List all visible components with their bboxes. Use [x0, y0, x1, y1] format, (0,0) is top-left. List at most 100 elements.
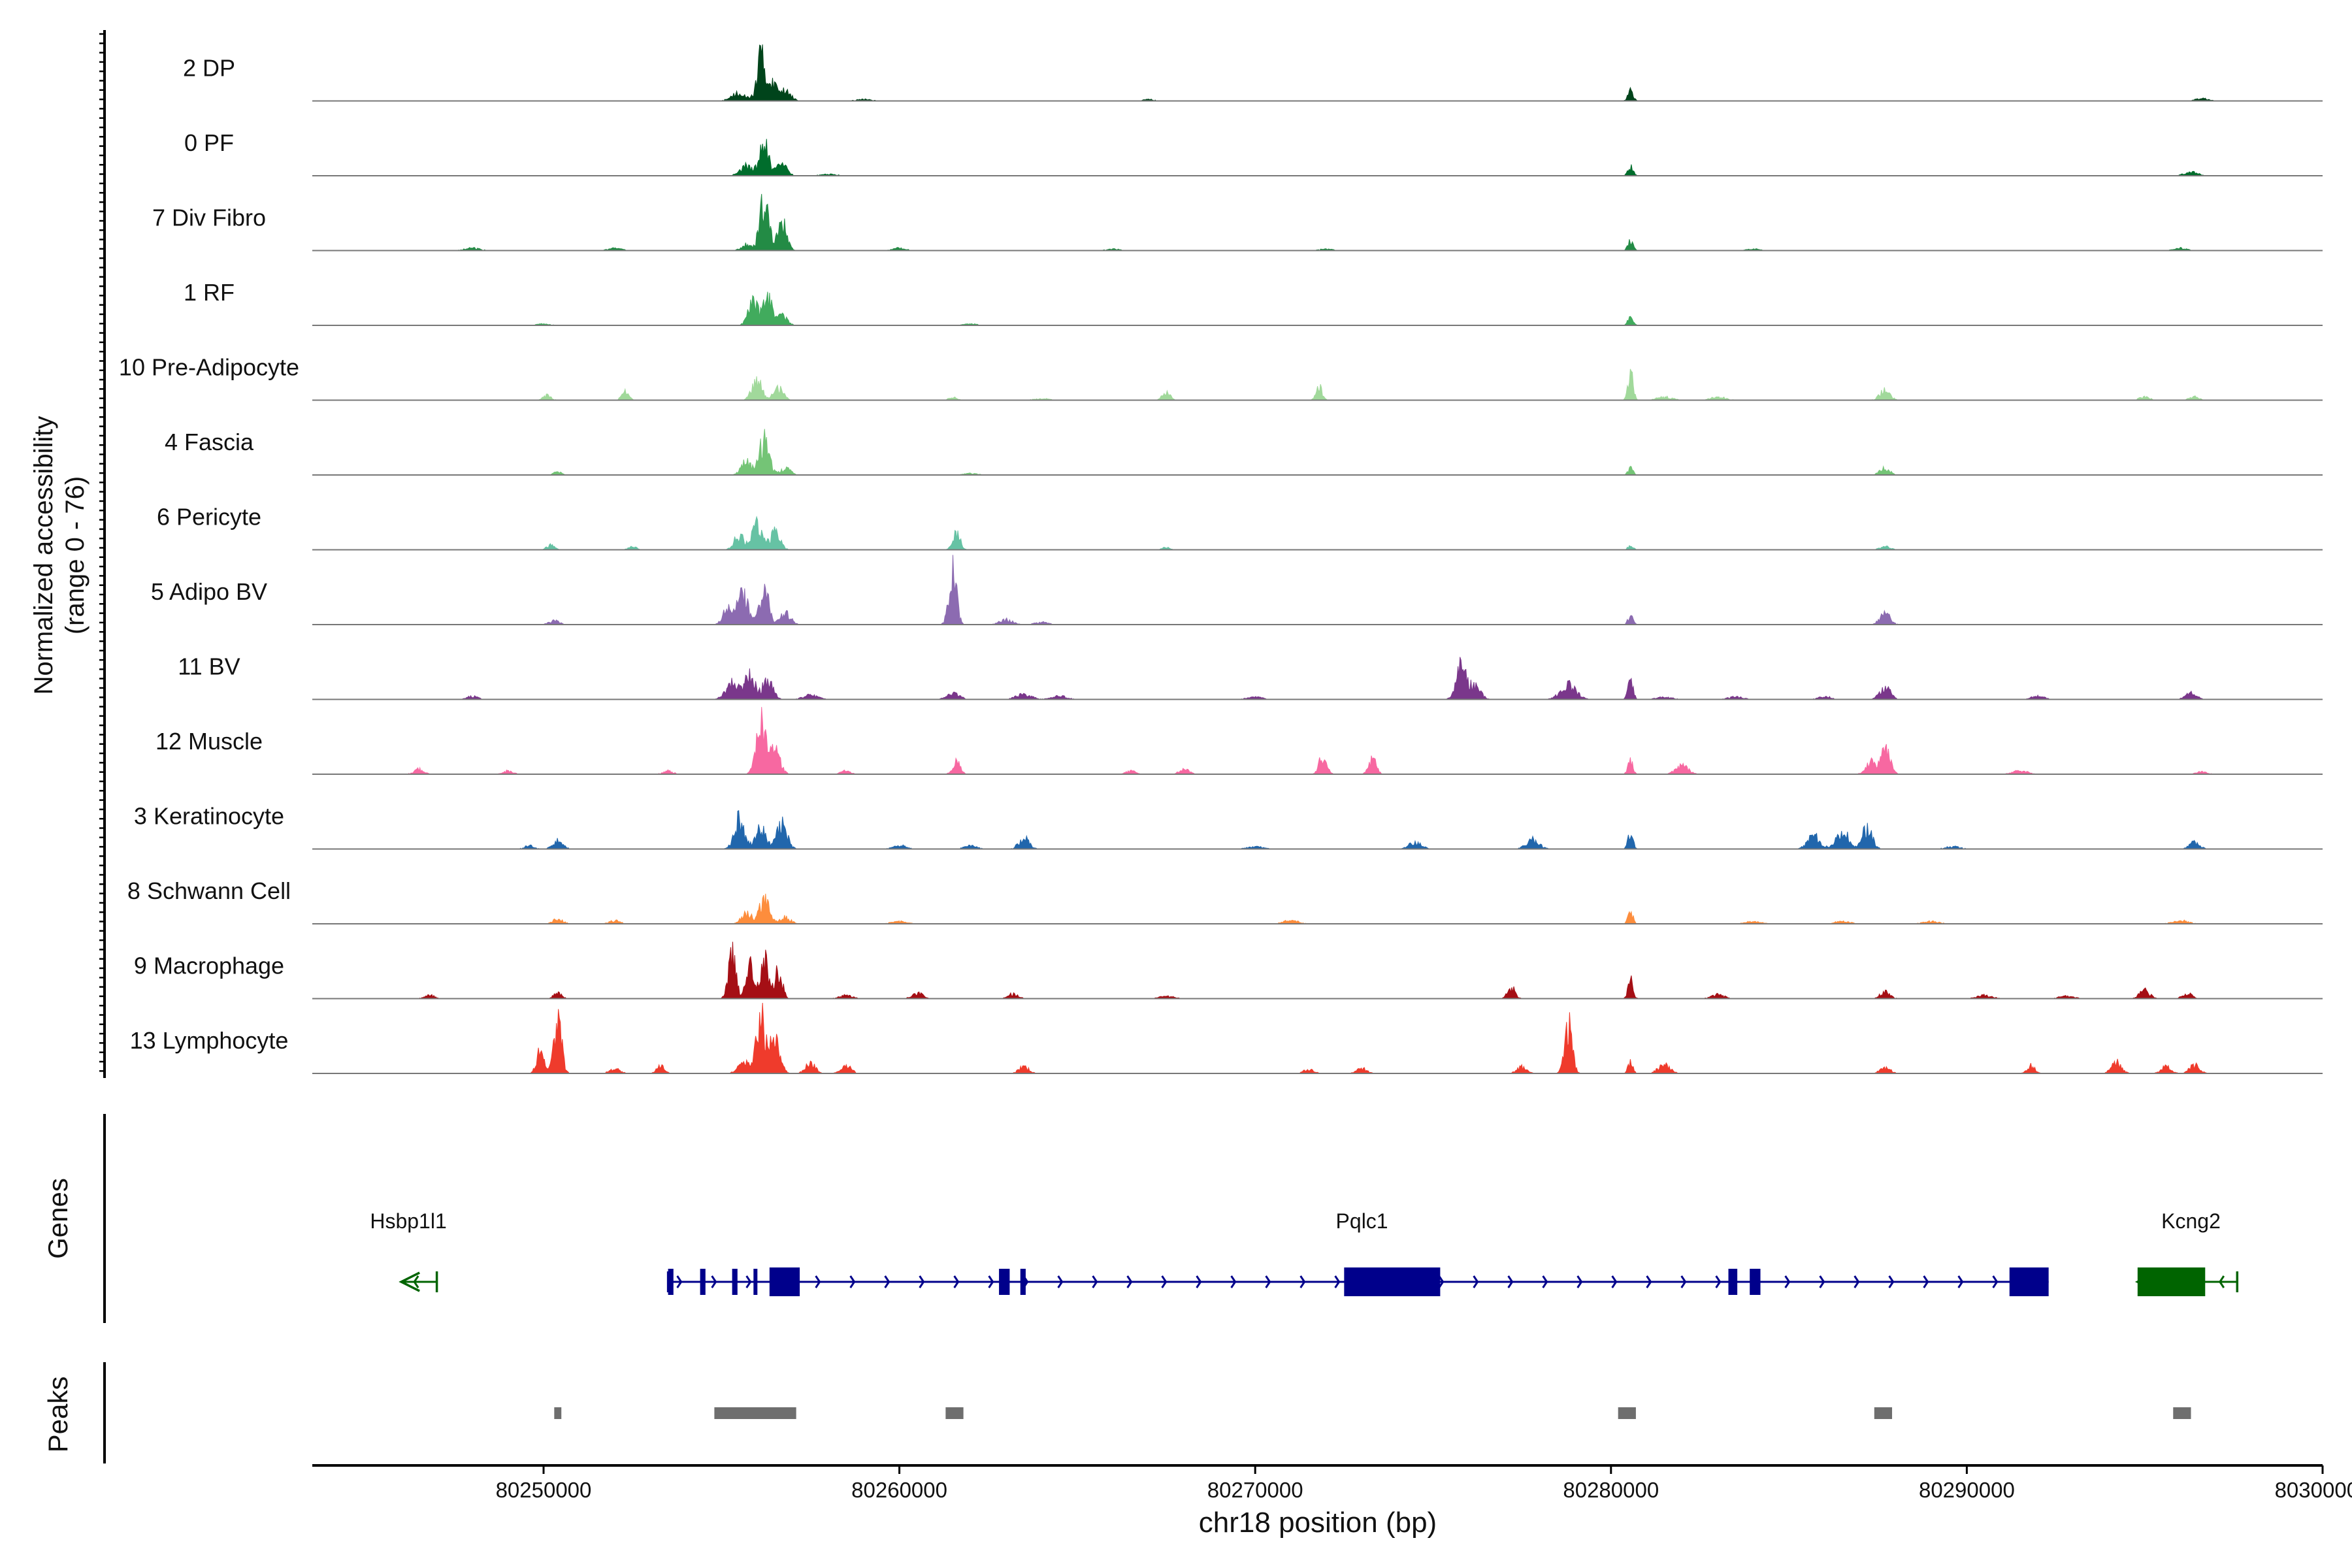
gene-end-arrow [399, 1271, 420, 1292]
gene-strand-arrow [1126, 1275, 1133, 1288]
gene-exon [1750, 1269, 1761, 1295]
track-2-dp: 2 DP [183, 44, 2323, 102]
gene-strand-arrow [849, 1275, 856, 1288]
gene-strand-arrow [1507, 1275, 1514, 1288]
x-axis-tick-label: 80280000 [1563, 1478, 1659, 1502]
gene-strand-arrow [988, 1275, 994, 1288]
gene-exon [999, 1269, 1010, 1295]
x-axis: 80250000 80260000 80270000 80280000 80290000… [312, 1464, 2352, 1502]
track-label: 7 Div Fibro [152, 204, 266, 231]
coverage-tracks: 2 DP 0 PF 7 Div Fibro 1 RF 10 Pre-Adipocyte 4… [119, 44, 2323, 1074]
peak-region [714, 1407, 796, 1419]
track-13-lymphocyte: 13 Lymphocyte [130, 1002, 2323, 1074]
coverage-y-axis-ticks [99, 33, 105, 1072]
track-10-pre-adipocyte: 10 Pre-Adipocyte [119, 354, 2323, 401]
gene-exon [753, 1269, 758, 1295]
gene-strand-arrow [711, 1275, 717, 1288]
x-axis-tick-label: 80260000 [851, 1478, 947, 1502]
track-1-rf: 1 RF [184, 279, 2323, 326]
track-6-pericyte: 6 Pericyte [157, 504, 2323, 551]
gene-exon [732, 1269, 738, 1295]
peak-region [554, 1407, 562, 1419]
gene-strand-arrow [884, 1275, 890, 1288]
x-axis-tick-label: 80290000 [1919, 1478, 2015, 1502]
gene-exon [700, 1269, 706, 1295]
x-axis-title: chr18 position (bp) [1199, 1507, 1437, 1539]
gene-strand-arrow [1230, 1275, 1237, 1288]
gene-strand-arrow [919, 1275, 925, 1288]
peak-regions [554, 1407, 2191, 1419]
gene-label: Hsbp1l1 [370, 1209, 446, 1233]
track-label: 13 Lymphocyte [130, 1027, 289, 1054]
gene-strand-arrow [1854, 1275, 1860, 1288]
gene-strand-arrow [1576, 1275, 1583, 1288]
gene-strand-arrow [1923, 1275, 1929, 1288]
track-3-keratinocyte: 3 Keratinocyte [134, 803, 2323, 850]
gene-strand-arrow [676, 1275, 683, 1288]
track-label: 10 Pre-Adipocyte [119, 354, 299, 381]
gene-strand-arrow [1646, 1275, 1652, 1288]
peak-region [2173, 1407, 2191, 1419]
y-axis-subtitle: (range 0 - 76) [61, 476, 90, 634]
gene-exon [2137, 1267, 2206, 1296]
gene-strand-arrow [1092, 1275, 1098, 1288]
gene-kcng2: Kcng2 [2134, 1209, 2239, 1296]
track-label: 9 Macrophage [134, 953, 284, 979]
track-label: 1 RF [184, 279, 235, 306]
gene-strand-arrow [953, 1275, 960, 1288]
peak-region [1874, 1407, 1893, 1419]
gene-exon [1728, 1269, 1738, 1295]
x-axis-tick-label: 80300000 [2275, 1478, 2352, 1502]
gene-strand-arrow [1265, 1275, 1271, 1288]
gene-strand-arrow [1680, 1275, 1687, 1288]
gene-strand-arrow [1196, 1275, 1202, 1288]
track-label: 4 Fascia [165, 429, 254, 455]
gene-exon [1020, 1269, 1026, 1295]
gene-strand-arrow [815, 1275, 821, 1288]
peak-region [945, 1407, 964, 1419]
gene-strand-arrow [1715, 1275, 1722, 1288]
peaks-panel: Peaks [42, 1362, 2191, 1463]
track-label: 2 DP [183, 55, 235, 82]
gene-strand-arrow [1299, 1275, 1306, 1288]
gene-strand-arrow [1057, 1275, 1064, 1288]
track-4-fascia: 4 Fascia [165, 429, 2323, 476]
gene-exon [2009, 1267, 2049, 1296]
peaks-panel-label: Peaks [42, 1377, 73, 1453]
gene-pqlc1: Pqlc1 [666, 1209, 2049, 1296]
peak-region [1618, 1407, 1636, 1419]
track-label: 0 PF [184, 129, 234, 156]
track-9-macrophage: 9 Macrophage [134, 941, 2323, 1000]
gene-strand-arrow [1334, 1275, 1341, 1288]
gene-strand-arrow [1957, 1275, 1964, 1288]
coverage-y-axis [99, 30, 106, 1078]
gene-strand-arrow [1992, 1275, 1999, 1288]
gene-strand-arrow [1473, 1275, 1479, 1288]
x-axis-tick-label: 80250000 [496, 1478, 592, 1502]
gene-strand-arrow [1888, 1275, 1895, 1288]
gene-exon [668, 1269, 674, 1295]
y-axis-title: Normalized accessibility [29, 416, 58, 695]
gene-strand-arrow [1438, 1275, 1445, 1288]
track-7-div-fibro: 7 Div Fibro [152, 193, 2323, 252]
genes-panel: Genes Hsbp1l1 Pqlc1 Kcng2 [42, 1114, 2239, 1323]
gene-strand-arrow [1542, 1275, 1548, 1288]
track-label: 6 Pericyte [157, 504, 261, 531]
gene-strand-arrow [1161, 1275, 1168, 1288]
genes-panel-label: Genes [42, 1178, 73, 1259]
gene-strand-arrow [1611, 1275, 1618, 1288]
track-label: 8 Schwann Cell [127, 877, 291, 904]
gene-label: Kcng2 [2161, 1209, 2221, 1233]
gene-strand-arrow [1784, 1275, 1791, 1288]
track-8-schwann-cell: 8 Schwann Cell [127, 877, 2323, 924]
gene-models: Hsbp1l1 Pqlc1 Kcng2 [370, 1209, 2239, 1296]
gene-exon [769, 1267, 800, 1296]
gene-strand-arrow [413, 1275, 419, 1288]
track-label: 12 Muscle [155, 728, 263, 755]
gene-label: Pqlc1 [1336, 1209, 1388, 1233]
track-11-bv: 11 BV [178, 653, 2323, 700]
gene-hsbp1l1: Hsbp1l1 [370, 1209, 447, 1292]
gene-strand-arrow [1819, 1275, 1825, 1288]
